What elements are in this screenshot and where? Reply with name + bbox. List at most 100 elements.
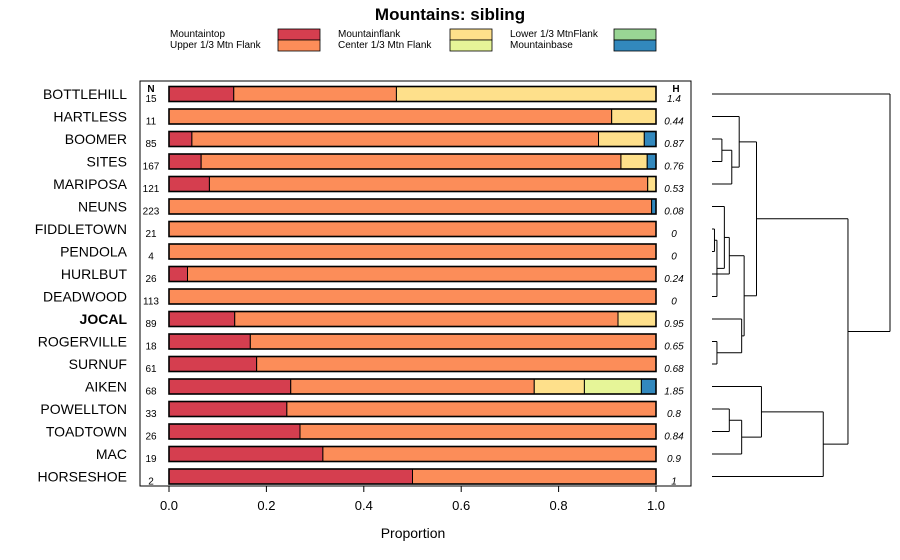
bar-outline <box>168 198 657 215</box>
bar-segment <box>168 378 292 395</box>
h-value: 0.76 <box>664 162 684 173</box>
row-label: BOTTLEHILL <box>43 86 127 102</box>
bar-segment <box>533 378 585 395</box>
row-label: TOADTOWN <box>46 424 127 440</box>
legend-label: Mountainbase <box>510 40 573 51</box>
legend-swatch <box>277 39 321 52</box>
bar-outline <box>168 175 657 193</box>
bar-segment <box>322 446 657 462</box>
bar-segment <box>200 153 622 170</box>
bar-segment <box>168 198 653 215</box>
row-label: DEADWOOD <box>43 289 127 305</box>
bar-segment <box>646 153 657 170</box>
x-axis-label: Proportion <box>381 525 446 541</box>
n-value: 21 <box>145 229 157 240</box>
bar-outline <box>168 153 657 170</box>
row-label: NEUNS <box>78 199 127 215</box>
bar-outline <box>168 333 657 350</box>
bar-segment <box>583 378 642 395</box>
bar-segment <box>168 311 236 327</box>
row-label: PENDOLA <box>60 244 128 260</box>
bar-outline <box>168 265 657 283</box>
bar-segment <box>168 468 413 485</box>
legend-swatch <box>449 28 493 41</box>
row-label: SURNUF <box>69 356 127 372</box>
x-tick-label: 0.8 <box>550 498 568 513</box>
h-value: 0.95 <box>664 319 684 330</box>
h-value: 0.53 <box>664 184 684 195</box>
bar-outline <box>168 378 657 395</box>
n-value: 61 <box>145 364 157 375</box>
h-value: 1 <box>671 477 677 488</box>
bar-segment <box>290 378 535 395</box>
bar-outline <box>168 220 657 238</box>
bar-segment <box>168 356 258 372</box>
row-label: JOCAL <box>80 311 128 327</box>
bar-outline <box>168 355 657 373</box>
row-label: POWELLTON <box>40 401 127 417</box>
x-tick-label: 0.2 <box>257 498 275 513</box>
bar-segment <box>168 221 657 237</box>
h-value: 0.87 <box>664 139 684 150</box>
row-label: FIDDLETOWN <box>35 221 127 237</box>
bar-segment <box>208 176 649 192</box>
bar-segment <box>640 378 657 395</box>
h-value: 0.65 <box>664 342 684 353</box>
h-value: 0 <box>671 297 677 308</box>
bar-outline <box>168 288 657 305</box>
row-label: HARTLESS <box>53 109 127 125</box>
bar-segment <box>168 176 210 192</box>
bar-segment <box>643 131 657 147</box>
row-label: SITES <box>87 154 127 170</box>
h-column-header: H <box>672 84 679 95</box>
bar-outline <box>168 400 657 418</box>
bar-segment <box>233 86 397 102</box>
x-tick-label: 0.6 <box>452 498 470 513</box>
legend-label: Mountaintop <box>170 29 225 40</box>
row-label: MAC <box>96 446 127 462</box>
row-label: HURLBUT <box>61 266 128 282</box>
bar-segment <box>286 401 657 417</box>
bar-outline <box>168 445 657 463</box>
h-value: 0 <box>671 229 677 240</box>
bar-segment <box>168 333 251 350</box>
row-label: AIKEN <box>85 379 127 395</box>
legend-swatch <box>613 28 657 41</box>
bar-segment <box>168 401 288 417</box>
row-label: BOOMER <box>65 131 127 147</box>
n-value: 68 <box>145 387 157 398</box>
bar-segment <box>249 333 657 350</box>
legend-label: Mountainflank <box>338 29 401 40</box>
bar-segment <box>168 266 189 282</box>
h-value: 0.84 <box>664 432 684 443</box>
bar-outline <box>168 310 657 328</box>
h-value: 0 <box>671 252 677 263</box>
h-value: 0.9 <box>667 454 681 465</box>
bar-segment <box>412 468 657 485</box>
bar-segment <box>187 266 657 282</box>
chart-rows: BOTTLEHILL 15 1.4 HARTLESS 11 0.44 BOOMER 85 0.8… <box>35 85 684 488</box>
x-axis: 0.0 0.2 0.4 0.6 0.8 1.0 <box>160 486 665 513</box>
bar-segment <box>168 86 235 102</box>
bar-segment <box>168 243 657 260</box>
h-value: 0.8 <box>667 409 681 420</box>
n-value: 121 <box>143 184 160 195</box>
n-value: 167 <box>143 162 160 173</box>
chart-title: Mountains: sibling <box>375 5 525 24</box>
row-label: HORSESHOE <box>38 469 127 485</box>
bar-segment <box>168 108 613 125</box>
n-value: 85 <box>145 139 157 150</box>
n-value: 89 <box>145 319 157 330</box>
n-value: 4 <box>148 252 154 263</box>
bar-outline <box>168 423 657 440</box>
n-column-header: N <box>147 84 154 95</box>
bar-segment <box>168 131 193 147</box>
bar-segment <box>611 108 657 125</box>
bar-segment <box>256 356 657 372</box>
bar-segment <box>620 153 648 170</box>
bar-outline <box>168 108 657 125</box>
row-label: ROGERVILLE <box>38 334 127 350</box>
bar-segment <box>168 288 657 305</box>
